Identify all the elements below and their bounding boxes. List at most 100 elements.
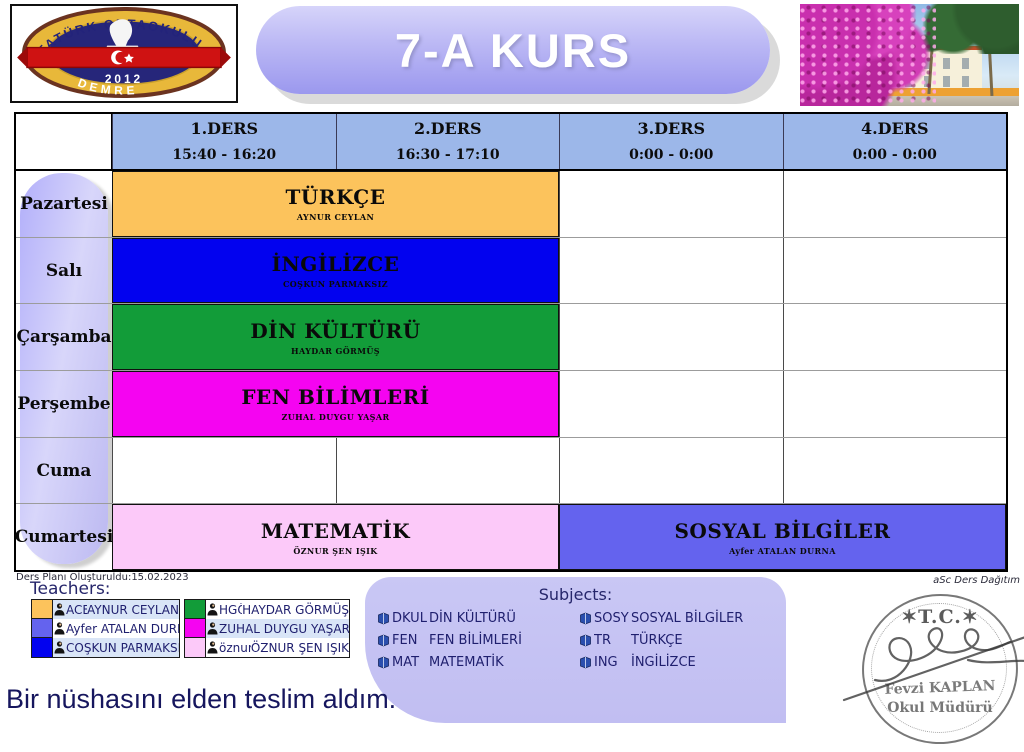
subjects-legend-panel: Subjects: DKÜL DİN KÜLTÜRÜ FEN FEN BİLİM… [365, 577, 786, 723]
stamp-tc-text: ✶T.C.✶ [901, 606, 979, 628]
period-label: 2.DERS [413, 119, 482, 138]
lesson-teacher: COŞKUN PARMAKSIZ [283, 279, 388, 289]
timetable-body: Pazartesi TÜRKÇE AYNUR CEYLAN Salı İNGİL… [14, 171, 1006, 571]
empty-cell [559, 237, 783, 304]
subject-abbr: TR [594, 632, 611, 648]
book-icon [580, 612, 591, 624]
stamp-principal-title: Okul Müdürü [887, 700, 993, 716]
teachers-legend: ACEY AYNUR CEYLAN AD Ayfer ATALAN DURNA … [31, 599, 350, 658]
lesson-teacher: ÖZNUR ŞEN IŞIK [293, 545, 378, 556]
teacher-name: AYNUR CEYLAN [87, 602, 179, 617]
subject-name: DİN KÜLTÜRÜ [429, 610, 516, 626]
period-label: 1.DERS [190, 119, 259, 138]
day-label: Perşembe [17, 393, 111, 414]
subject-name: TÜRKÇE [631, 632, 683, 648]
subject-item: FEN FEN BİLİMLERİ [377, 631, 522, 649]
person-icon [207, 641, 218, 654]
row-pazartesi: Pazartesi TÜRKÇE AYNUR CEYLAN [16, 171, 1006, 238]
subjects-heading: Subjects: [538, 585, 613, 604]
lesson-block-ingilizce: İNGİLİZCE COŞKUN PARMAKSIZ [112, 237, 559, 304]
lesson-subject: SOSYAL BİLGİLER [674, 518, 891, 543]
book-icon [580, 634, 591, 646]
teacher-color-swatch [32, 638, 53, 657]
bougainvillea-texture [800, 4, 936, 106]
subject-name: SOSYAL BİLGİLER [631, 610, 744, 626]
school-photo [800, 4, 1019, 106]
lesson-block-turkce: TÜRKÇE AYNUR CEYLAN [112, 171, 559, 237]
period-header-3: 3.DERS 0:00 - 0:00 [559, 114, 783, 169]
page: { "logo": { "school": "ATATÜRK ORTAOKULU… [6, 4, 1024, 752]
day-label: Cumartesi [14, 527, 114, 548]
subject-abbr: MAT [392, 654, 420, 670]
subject-abbr: SOSY [594, 610, 629, 626]
book-icon [378, 656, 389, 668]
empty-cell [559, 171, 783, 237]
teacher-row: HGÖR HAYDAR GÖRMÜŞ [185, 600, 349, 619]
empty-cell [782, 371, 1006, 437]
principal-stamp: ✶T.C.✶ Fevzi KAPLAN Okul Müdürü [842, 586, 1024, 752]
row-cumartesi: Cumartesi MATEMATİK ÖZNUR ŞEN IŞIK SOSYA… [14, 504, 1006, 571]
subject-item: SOSY SOSYAL BİLGİLER [579, 609, 743, 627]
timetable: 1.DERS 15:40 - 16:20 2.DERS 16:30 - 17:1… [14, 112, 1008, 572]
empty-cell [782, 171, 1006, 237]
signature-icon [842, 627, 1024, 702]
lesson-subject: MATEMATİK [260, 518, 411, 543]
row-sali: Salı İNGİLİZCE COŞKUN PARMAKSIZ [16, 237, 1006, 305]
teacher-row: ACEY AYNUR CEYLAN [32, 600, 179, 619]
period-time: 15:40 - 16:20 [172, 147, 277, 163]
period-label: 3.DERS [637, 119, 706, 138]
day-column-pill [20, 173, 108, 564]
school-logo-box: ATATÜRK ORTAOKULU 2012 DEMRE [10, 4, 238, 103]
logo-year: 2012 [105, 72, 143, 86]
teacher-color-swatch [185, 638, 206, 657]
day-label: Pazartesi [20, 193, 108, 214]
empty-cell [112, 437, 336, 504]
lesson-teacher: Ayfer ATALAN DURNA [729, 545, 836, 556]
lesson-block-sosyal-bilgiler: SOSYAL BİLGİLER Ayfer ATALAN DURNA [559, 504, 1006, 571]
timetable-header-row: 1.DERS 15:40 - 16:20 2.DERS 16:30 - 17:1… [16, 114, 1006, 171]
teacher-row: CP COŞKUN PARMAKSIZ [32, 638, 179, 657]
teachers-heading: Teachers: [30, 579, 111, 599]
subject-item: DKÜL DİN KÜLTÜRÜ [377, 609, 516, 627]
teacher-row: AD Ayfer ATALAN DURNA [32, 619, 179, 638]
book-icon [580, 656, 591, 668]
teacher-color-swatch [32, 600, 53, 619]
teacher-name: ÖZNUR ŞEN IŞIK [250, 640, 349, 655]
lesson-subject: İNGİLİZCE [271, 252, 400, 276]
plan-created-note: Ders Planı Oluşturuldu:15.02.2023 [16, 572, 189, 583]
person-icon [54, 603, 65, 616]
lesson-teacher: AYNUR CEYLAN [296, 212, 375, 223]
period-time: 16:30 - 17:10 [395, 147, 500, 163]
person-icon [54, 622, 65, 635]
lesson-teacher: ZUHAL DUYGU YAŞAR [281, 412, 390, 423]
lesson-block-fen-bilimleri: FEN BİLİMLERİ ZUHAL DUYGU YAŞAR [112, 371, 559, 437]
empty-cell [782, 237, 1006, 304]
book-icon [378, 634, 389, 646]
ataturk-silhouette-icon [109, 19, 133, 48]
row-cuma: Cuma [16, 437, 1006, 505]
empty-cell [782, 304, 1006, 371]
handover-note: Bir nüshasını elden teslim aldım. [6, 684, 397, 714]
person-icon [207, 603, 218, 616]
row-carsamba: Çarşamba DİN KÜLTÜRÜ HAYDAR GÖRMÜŞ [16, 304, 1006, 372]
teacher-color-swatch [185, 600, 206, 619]
period-header-2: 2.DERS 16:30 - 17:10 [335, 114, 559, 169]
subject-name: FEN BİLİMLERİ [429, 632, 522, 648]
subject-abbr: İNG [594, 654, 618, 670]
period-time: 0:00 - 0:00 [852, 147, 937, 163]
subject-name: İNGİLİZCE [631, 654, 696, 670]
person-icon [207, 622, 218, 635]
lesson-teacher: HAYDAR GÖRMÜŞ [291, 345, 380, 356]
empty-cell [559, 304, 783, 371]
book-icon [378, 612, 389, 624]
subject-item: TR TÜRKÇE [579, 631, 683, 649]
subject-abbr: DKÜL [392, 610, 427, 626]
empty-cell [782, 437, 1006, 504]
empty-cell [559, 437, 783, 504]
school-logo: ATATÜRK ORTAOKULU 2012 DEMRE [17, 6, 231, 99]
class-title-banner: 7-A KURS [256, 6, 770, 94]
day-label: Cuma [36, 460, 92, 481]
teacher-color-swatch [32, 619, 53, 638]
teacher-name: ZUHAL DUYGU YAŞAR [219, 621, 349, 636]
lesson-subject: DİN KÜLTÜRÜ [250, 318, 421, 343]
